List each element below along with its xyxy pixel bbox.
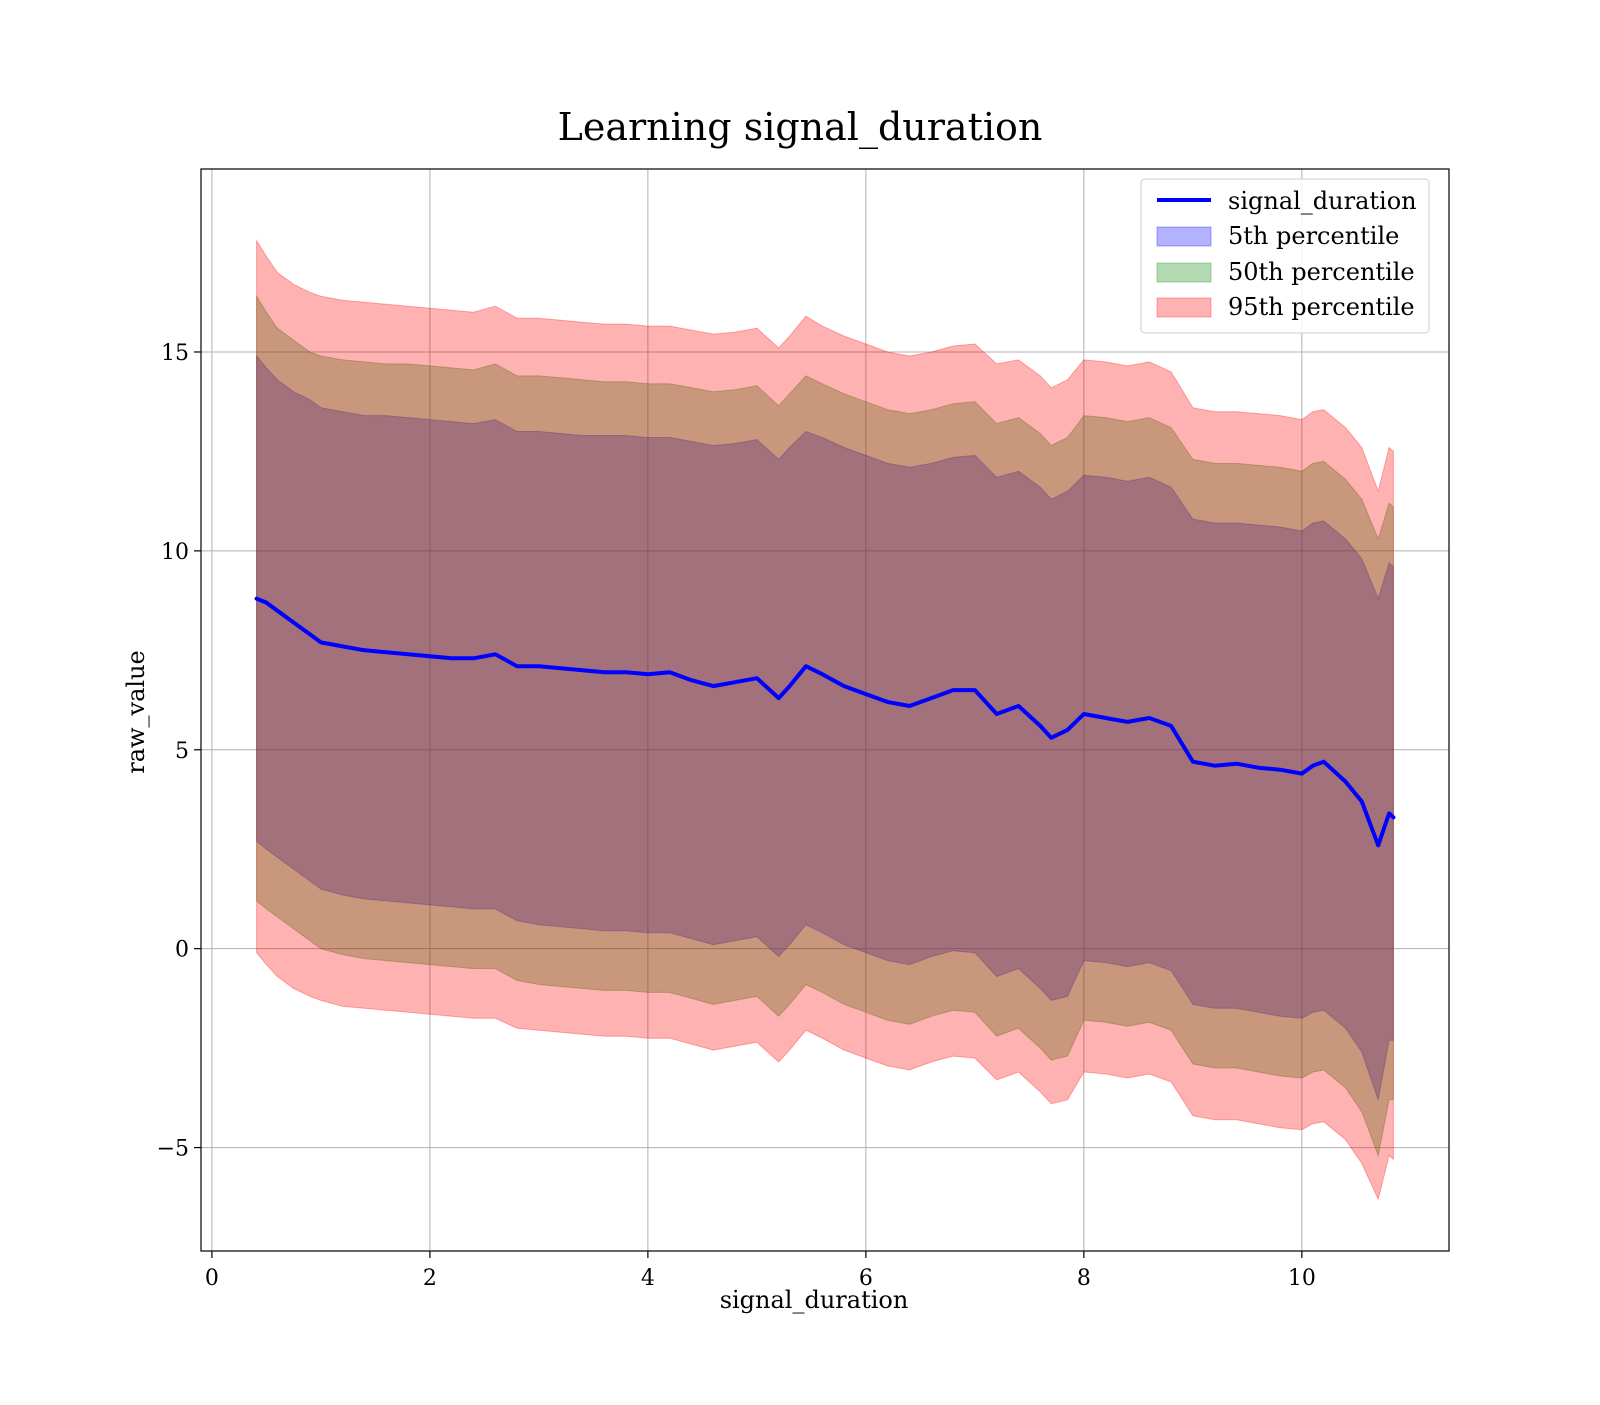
x-tick-label: 8 bbox=[1077, 1266, 1091, 1291]
legend-frame bbox=[1140, 178, 1430, 334]
band-50th-percentile bbox=[256, 294, 1394, 1158]
x-tick-label: 0 bbox=[205, 1266, 219, 1291]
legend: signal_duration 5th percentile 50th perc… bbox=[1140, 178, 1430, 334]
series-line-layer bbox=[254, 596, 1396, 848]
y-axis-label: raw_value bbox=[122, 650, 150, 774]
legend-label-5th-percentile: 5th percentile bbox=[1228, 222, 1399, 250]
x-tick-label: 4 bbox=[641, 1266, 655, 1291]
band-95th-percentile bbox=[256, 238, 1394, 1201]
y-tick-label: 10 bbox=[161, 540, 189, 565]
y-tick-label: 15 bbox=[161, 341, 189, 366]
x-tick-label: 6 bbox=[859, 1266, 873, 1291]
legend-label-signal-duration: signal_duration bbox=[1228, 187, 1417, 215]
y-tick-label: 0 bbox=[175, 938, 189, 963]
legend-swatch-50th-percentile bbox=[1156, 262, 1212, 283]
legend-label-95th-percentile: 95th percentile bbox=[1228, 293, 1415, 321]
chart-title: Learning signal_duration bbox=[558, 105, 1043, 150]
plot-frame bbox=[200, 168, 1450, 1252]
legend-label-50th-percentile: 50th percentile bbox=[1228, 258, 1415, 286]
grid bbox=[201, 169, 1449, 1251]
legend-swatch-95th-percentile bbox=[1156, 297, 1212, 318]
legend-swatch-5th-percentile bbox=[1156, 226, 1212, 247]
axis-ticks: 0 2 4 6 8 10 −5 0 5 10 15 bbox=[157, 341, 1316, 1291]
y-tick-label: 5 bbox=[175, 739, 189, 764]
percentile-bands bbox=[256, 238, 1394, 1201]
series-line-signal-duration bbox=[254, 596, 1396, 848]
y-tick-label: −5 bbox=[157, 1137, 189, 1162]
x-tick-label: 2 bbox=[423, 1266, 437, 1291]
x-axis-label: signal_duration bbox=[720, 1286, 909, 1314]
band-5th-percentile bbox=[256, 354, 1394, 1102]
x-tick-label: 10 bbox=[1288, 1266, 1316, 1291]
